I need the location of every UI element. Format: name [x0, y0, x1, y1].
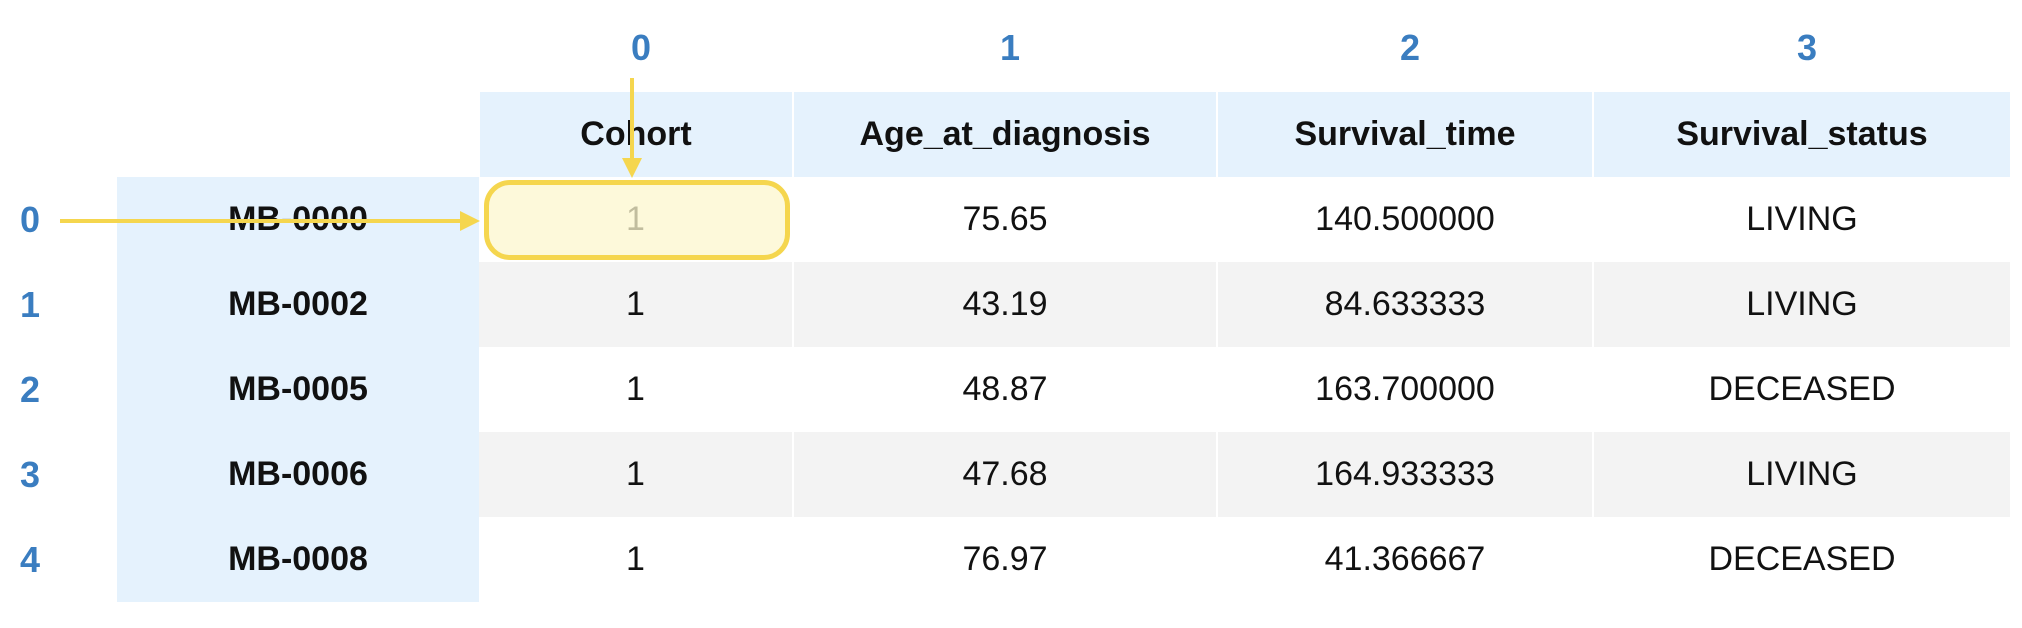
table-row: MB-0005 1 48.87 163.700000 DECEASED [117, 347, 2012, 432]
row-index-label: MB-0005 [117, 347, 479, 432]
table-cell: 1 [479, 177, 794, 262]
positional-row-label-3: 3 [19, 454, 41, 495]
index-header-corner [117, 92, 480, 177]
row-index-label: MB-0006 [117, 432, 479, 517]
table-cell: 1 [479, 517, 794, 602]
row-index-label: MB-0002 [117, 262, 479, 347]
table-cell: 48.87 [793, 347, 1218, 432]
table-cell: 163.700000 [1217, 347, 1594, 432]
table-row: MB-0002 1 43.19 84.633333 LIVING [117, 262, 2012, 347]
dataframe-table: Cohort Age_at_diagnosis Survival_time Su… [117, 92, 2012, 602]
table-cell: DECEASED [1593, 517, 2012, 602]
header-row: Cohort Age_at_diagnosis Survival_time Su… [117, 92, 2012, 177]
positional-column-label-1: 1 [999, 27, 1021, 68]
table-cell: 76.97 [793, 517, 1218, 602]
table-cell: 75.65 [793, 177, 1218, 262]
positional-column-label-0: 0 [630, 27, 652, 68]
table-cell: 84.633333 [1217, 262, 1594, 347]
positional-row-label-0: 0 [19, 199, 41, 240]
table-cell: 1 [479, 262, 794, 347]
column-header-survival-status: Survival_status [1593, 92, 2012, 177]
positional-row-label-4: 4 [19, 539, 41, 580]
dataframe: Cohort Age_at_diagnosis Survival_time Su… [117, 92, 2012, 602]
table-cell: 47.68 [793, 432, 1218, 517]
table-cell: 43.19 [793, 262, 1218, 347]
positional-column-label-2: 2 [1399, 27, 1421, 68]
table-cell: 140.500000 [1217, 177, 1594, 262]
table-cell: LIVING [1593, 177, 2012, 262]
table-row: MB-0000 1 75.65 140.500000 LIVING [117, 177, 2012, 262]
column-header-cohort: Cohort [479, 92, 794, 177]
positional-row-label-1: 1 [19, 284, 41, 325]
table-row: MB-0008 1 76.97 41.366667 DECEASED [117, 517, 2012, 602]
table-cell: DECEASED [1593, 347, 2012, 432]
column-header-age-at-diagnosis: Age_at_diagnosis [793, 92, 1218, 177]
table-cell: 164.933333 [1217, 432, 1594, 517]
positional-row-label-2: 2 [19, 369, 41, 410]
positional-column-label-3: 3 [1796, 27, 1818, 68]
table-cell: 41.366667 [1217, 517, 1594, 602]
table-cell: 1 [479, 432, 794, 517]
column-header-survival-time: Survival_time [1217, 92, 1594, 177]
row-index-label: MB-0008 [117, 517, 479, 602]
table-cell: LIVING [1593, 432, 2012, 517]
table-cell: LIVING [1593, 262, 2012, 347]
table-cell: 1 [479, 347, 794, 432]
row-index-label: MB-0000 [117, 177, 479, 262]
table-row: MB-0006 1 47.68 164.933333 LIVING [117, 432, 2012, 517]
